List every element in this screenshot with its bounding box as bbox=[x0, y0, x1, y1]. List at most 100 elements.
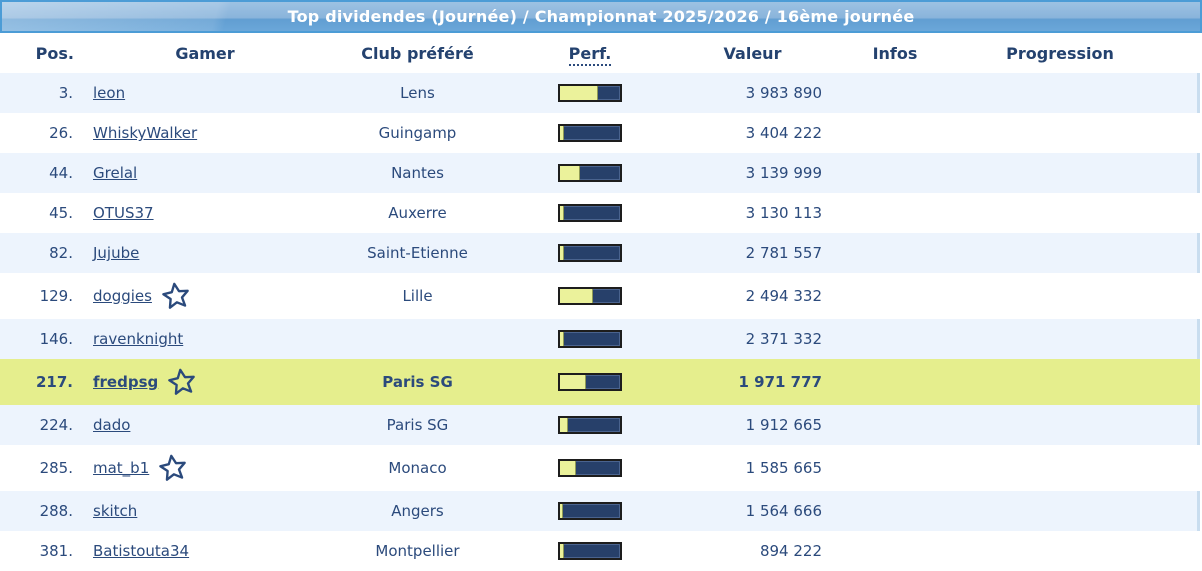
infos-cell bbox=[830, 491, 960, 531]
infos-cell bbox=[830, 193, 960, 233]
table-row: 26. WhiskyWalker Guingamp 3 404 222 bbox=[0, 113, 1200, 153]
performance-bar bbox=[558, 287, 622, 305]
perf-cell bbox=[505, 405, 675, 445]
value-cell: 894 222 bbox=[759, 542, 822, 560]
table-row: 44. Grelal Nantes 3 139 999 bbox=[0, 153, 1200, 193]
position-cell: 224. bbox=[39, 416, 73, 434]
position-cell: 44. bbox=[49, 164, 73, 182]
filler-cell bbox=[1160, 359, 1200, 405]
gamer-link[interactable]: WhiskyWalker bbox=[93, 124, 198, 142]
value-cell: 1 585 665 bbox=[745, 459, 822, 477]
position-cell: 288. bbox=[39, 502, 73, 520]
performance-bar bbox=[558, 204, 622, 222]
filler-cell bbox=[1160, 113, 1200, 153]
progression-cell bbox=[960, 319, 1160, 359]
gamer-cell: skitch bbox=[80, 491, 330, 531]
favorite-star-icon[interactable] bbox=[156, 451, 190, 485]
position-cell: 285. bbox=[39, 459, 73, 477]
col-header-valeur: Valeur bbox=[675, 33, 830, 73]
performance-bar-fill bbox=[560, 289, 593, 303]
gamer-link[interactable]: leon bbox=[93, 84, 126, 102]
progression-cell bbox=[960, 193, 1160, 233]
performance-bar-fill bbox=[560, 375, 587, 389]
gamer-link[interactable]: doggies bbox=[93, 287, 152, 305]
col-header-filler bbox=[1160, 33, 1200, 73]
club-cell: Paris SG bbox=[386, 416, 449, 434]
progression-cell bbox=[960, 405, 1160, 445]
col-header-perf[interactable]: Perf. bbox=[505, 33, 675, 73]
club-cell: Guingamp bbox=[378, 124, 457, 142]
perf-cell bbox=[505, 445, 675, 491]
value-cell: 1 912 665 bbox=[745, 416, 822, 434]
col-header-club: Club préféré bbox=[330, 33, 505, 73]
club-cell: Paris SG bbox=[382, 373, 453, 391]
table-row: 381. Batistouta34 Montpellier 894 222 bbox=[0, 531, 1200, 571]
gamer-link[interactable]: ravenknight bbox=[93, 330, 184, 348]
infos-cell bbox=[830, 531, 960, 571]
perf-cell bbox=[505, 193, 675, 233]
infos-cell bbox=[830, 359, 960, 405]
favorite-star-icon[interactable] bbox=[159, 279, 193, 313]
gamer-link[interactable]: fredpsg bbox=[93, 373, 159, 391]
position-cell: 217. bbox=[35, 373, 73, 391]
value-cell: 3 404 222 bbox=[745, 124, 822, 142]
col-header-pos: Pos. bbox=[0, 33, 80, 73]
position-cell: 82. bbox=[49, 244, 73, 262]
value-cell: 2 494 332 bbox=[745, 287, 822, 305]
table-row: 146. ravenknight 2 371 332 bbox=[0, 319, 1200, 359]
performance-bar-fill bbox=[560, 461, 577, 475]
filler-cell bbox=[1160, 73, 1200, 113]
gamer-cell: Jujube bbox=[80, 233, 330, 273]
performance-bar bbox=[558, 459, 622, 477]
table-row: 129. doggies Lille 2 494 332 bbox=[0, 273, 1200, 319]
favorite-star-icon[interactable] bbox=[165, 365, 199, 399]
progression-cell bbox=[960, 113, 1160, 153]
value-cell: 3 983 890 bbox=[745, 84, 822, 102]
infos-cell bbox=[830, 73, 960, 113]
performance-bar bbox=[558, 373, 622, 391]
perf-cell bbox=[505, 113, 675, 153]
table-header-row: Pos. Gamer Club préféré Perf. Valeur Inf… bbox=[0, 33, 1200, 73]
progression-cell bbox=[960, 233, 1160, 273]
club-cell: Saint-Etienne bbox=[367, 244, 468, 262]
club-cell: Auxerre bbox=[388, 204, 447, 222]
table-row: 224. dado Paris SG 1 912 665 bbox=[0, 405, 1200, 445]
gamer-link[interactable]: skitch bbox=[93, 502, 138, 520]
performance-bar-fill bbox=[560, 332, 564, 346]
gamer-cell: doggies bbox=[80, 273, 330, 319]
filler-cell bbox=[1160, 153, 1200, 193]
infos-cell bbox=[830, 445, 960, 491]
club-cell: Monaco bbox=[388, 459, 447, 477]
position-cell: 381. bbox=[39, 542, 73, 560]
value-cell: 1 971 777 bbox=[738, 373, 822, 391]
filler-cell bbox=[1160, 491, 1200, 531]
performance-bar bbox=[558, 502, 622, 520]
progression-cell bbox=[960, 531, 1160, 571]
gamer-link[interactable]: Jujube bbox=[93, 244, 140, 262]
position-cell: 3. bbox=[58, 84, 73, 102]
gamer-cell: dado bbox=[80, 405, 330, 445]
perf-tooltip-label[interactable]: Perf. bbox=[568, 43, 612, 66]
gamer-cell: OTUS37 bbox=[80, 193, 330, 233]
club-cell: Nantes bbox=[391, 164, 444, 182]
table-row: 45. OTUS37 Auxerre 3 130 113 bbox=[0, 193, 1200, 233]
gamer-cell: Batistouta34 bbox=[80, 531, 330, 571]
leaderboard-table: Pos. Gamer Club préféré Perf. Valeur Inf… bbox=[0, 33, 1200, 571]
position-cell: 129. bbox=[39, 287, 73, 305]
table-row: 82. Jujube Saint-Etienne 2 781 557 bbox=[0, 233, 1200, 273]
table-row: 285. mat_b1 Monaco 1 585 665 bbox=[0, 445, 1200, 491]
infos-cell bbox=[830, 233, 960, 273]
performance-bar-fill bbox=[560, 418, 569, 432]
filler-cell bbox=[1160, 319, 1200, 359]
performance-bar bbox=[558, 542, 622, 560]
gamer-link[interactable]: Grelal bbox=[93, 164, 138, 182]
gamer-link[interactable]: OTUS37 bbox=[93, 204, 154, 222]
position-cell: 26. bbox=[49, 124, 73, 142]
perf-cell bbox=[505, 73, 675, 113]
gamer-link[interactable]: mat_b1 bbox=[93, 459, 150, 477]
infos-cell bbox=[830, 405, 960, 445]
perf-cell bbox=[505, 359, 675, 405]
gamer-link[interactable]: Batistouta34 bbox=[93, 542, 190, 560]
gamer-link[interactable]: dado bbox=[93, 416, 131, 434]
club-cell: Lens bbox=[400, 84, 435, 102]
